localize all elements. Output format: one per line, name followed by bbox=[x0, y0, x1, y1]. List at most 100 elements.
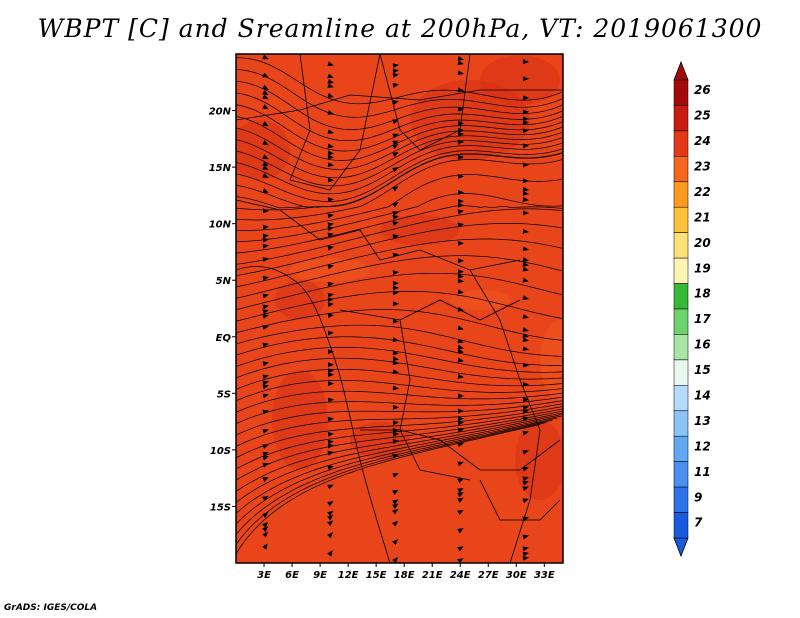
lat-tick-label: 5N bbox=[216, 276, 232, 287]
streamline-arrow bbox=[262, 455, 269, 461]
streamline-arrow bbox=[327, 372, 334, 378]
streamline-arrow bbox=[522, 466, 529, 472]
streamline-arrow bbox=[392, 318, 399, 324]
streamline-arrow bbox=[327, 567, 334, 575]
streamline bbox=[236, 380, 563, 402]
streamline-arrow bbox=[327, 92, 334, 98]
streamline bbox=[236, 255, 563, 299]
streamline-arrow bbox=[457, 222, 464, 228]
streamline-arrow bbox=[262, 531, 269, 538]
streamline bbox=[236, 400, 563, 436]
streamline-arrow bbox=[327, 232, 334, 238]
streamline-arrow bbox=[262, 495, 269, 502]
streamline-arrow bbox=[457, 492, 464, 498]
streamline-arrow bbox=[457, 344, 464, 350]
streamline-arrow bbox=[392, 72, 399, 78]
streamline-arrow bbox=[327, 282, 334, 287]
streamline-arrow bbox=[262, 313, 269, 319]
streamline-arrow bbox=[327, 197, 334, 203]
streamline-arrow bbox=[392, 420, 399, 426]
streamline-arrow bbox=[522, 277, 529, 283]
colorbar-label: 13 bbox=[694, 414, 711, 428]
streamline-arrow bbox=[457, 154, 464, 160]
lon-tick-label: 18E bbox=[394, 570, 415, 581]
streamline-arrow bbox=[262, 393, 269, 399]
longitude-axis: 3E 6E 9E 12E 15E 18E 21E 24E 27E 30E 33E bbox=[257, 563, 555, 581]
colorbar-swatch bbox=[673, 130, 689, 157]
streamline-arrow bbox=[327, 514, 334, 521]
colorbar-label: 12 bbox=[694, 439, 711, 453]
streamline-arrow bbox=[392, 234, 399, 240]
streamline-arrow bbox=[392, 144, 399, 150]
streamline-arrow bbox=[457, 70, 464, 76]
lon-tick-label: 24E bbox=[450, 570, 471, 581]
streamline-arrow bbox=[262, 257, 269, 263]
border-line bbox=[479, 479, 561, 521]
colorbar-swatch bbox=[673, 486, 689, 513]
streamline-arrow bbox=[392, 280, 399, 286]
streamline-arrow bbox=[327, 177, 334, 183]
streamline-arrow bbox=[457, 198, 464, 204]
colorbar-label: 22 bbox=[694, 185, 711, 199]
streamline bbox=[236, 205, 563, 254]
streamline bbox=[236, 424, 540, 555]
streamline-arrow bbox=[522, 397, 529, 403]
streamline bbox=[236, 390, 563, 413]
streamline-arrow bbox=[457, 278, 464, 284]
streamline-arrow bbox=[457, 509, 464, 515]
streamline-arrow bbox=[522, 186, 529, 192]
lat-tick-label: 15S bbox=[210, 502, 231, 513]
streamline-arrow bbox=[262, 224, 269, 230]
streamline bbox=[236, 223, 563, 277]
streamline-arrow bbox=[262, 309, 269, 315]
streamline-arrow bbox=[392, 538, 399, 545]
lat-tick-label: 10N bbox=[209, 220, 232, 231]
streamline-arrow bbox=[522, 534, 529, 540]
streamline-arrow bbox=[262, 451, 269, 457]
streamline-arrow bbox=[522, 246, 529, 252]
streamline-arrow bbox=[327, 349, 334, 355]
colorbar-swatch bbox=[673, 512, 689, 539]
streamline-arrow bbox=[522, 486, 529, 492]
colorbar-label: 18 bbox=[694, 287, 711, 301]
streamline-arrow bbox=[457, 348, 464, 354]
streamline-arrow bbox=[392, 301, 399, 307]
streamline bbox=[236, 357, 563, 380]
streamline-arrow bbox=[522, 261, 529, 267]
lat-tick-label: 15N bbox=[209, 163, 232, 174]
streamline-arrow bbox=[457, 273, 464, 279]
streamline-arrow bbox=[522, 313, 529, 319]
streamline-arrow bbox=[522, 128, 529, 134]
colorbar-label: 24 bbox=[694, 134, 711, 148]
lon-tick-label: 33E bbox=[534, 570, 555, 581]
streamline-arrow bbox=[327, 439, 334, 445]
streamline-arrow bbox=[392, 221, 399, 226]
streamline bbox=[236, 92, 563, 142]
streamline bbox=[236, 104, 563, 152]
streamline-arrow bbox=[392, 404, 399, 410]
lon-tick-label: 6E bbox=[285, 570, 299, 581]
streamline-arrow bbox=[522, 476, 529, 482]
colorbar-swatch bbox=[673, 308, 689, 335]
wbpt-patch-light bbox=[540, 320, 563, 400]
streamline bbox=[236, 396, 563, 425]
streamline bbox=[236, 403, 563, 447]
lat-tick-label: 20N bbox=[209, 107, 232, 118]
streamline bbox=[236, 410, 563, 481]
colorbar-label: 17 bbox=[694, 312, 711, 326]
streamline-arrow bbox=[457, 488, 464, 494]
streamline-arrow bbox=[392, 499, 399, 505]
colorbar-label: 7 bbox=[694, 516, 703, 530]
streamline-arrow bbox=[327, 222, 334, 228]
colorbar-bottom-arrow bbox=[673, 537, 689, 558]
streamline-arrow bbox=[522, 546, 529, 552]
streamline bbox=[236, 174, 563, 231]
lat-tick-label: 10S bbox=[210, 446, 231, 457]
colorbar-label: 19 bbox=[694, 261, 711, 275]
streamline-arrow bbox=[328, 579, 335, 587]
streamline-arrow bbox=[262, 104, 269, 110]
streamline-arrow bbox=[457, 87, 464, 93]
streamline-arrow bbox=[522, 59, 529, 65]
streamline-arrow bbox=[522, 76, 529, 82]
streamline-arrow bbox=[262, 361, 269, 367]
